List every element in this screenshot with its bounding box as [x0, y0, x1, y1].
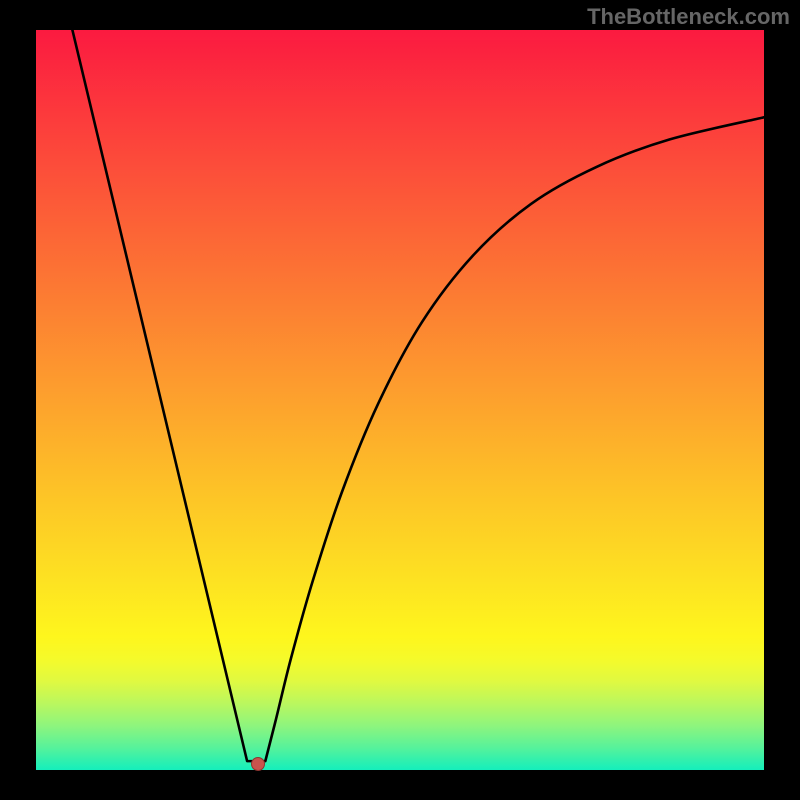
plot-background-gradient: [36, 30, 764, 770]
figure-container: { "watermark_text": "TheBottleneck.com",…: [0, 0, 800, 800]
watermark-text: TheBottleneck.com: [587, 4, 790, 30]
optimum-marker: [251, 757, 265, 771]
plot-area: [36, 30, 764, 770]
